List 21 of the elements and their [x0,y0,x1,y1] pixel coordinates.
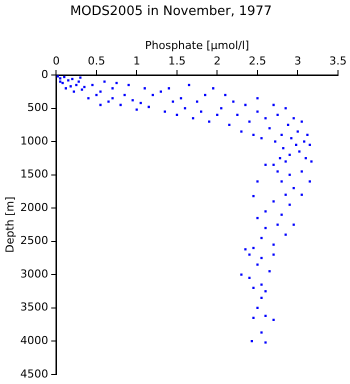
y-tick-label: 1000 [20,134,48,148]
x-tick-label: 2.5 [248,54,266,68]
y-tick-label: 3000 [20,267,48,280]
y-axis-title: Depth [m] [3,196,16,253]
y-tick-label: 2000 [20,200,48,214]
x-tick-label: 1 [133,54,140,68]
x-tick-label: 0.5 [88,54,106,68]
x-tick-label: 2 [214,54,221,68]
x-tick-label: 1.5 [168,54,186,68]
x-tick-label: 3 [294,54,302,68]
x-tick-label: 3.5 [329,54,347,68]
y-tick-label: 3500 [20,300,48,314]
y-tick-label: 0 [41,68,48,81]
y-tick-label: 500 [27,101,48,114]
y-tick-label: 2500 [20,234,48,248]
y-tick-label: 4000 [20,334,48,347]
x-axis-title: Phosphate [µmol/l] [145,39,250,52]
x-tick-label: 0 [52,54,60,68]
chart-title: MODS2005 in November, 1977 [70,4,272,20]
y-tick-label: 4500 [20,367,48,380]
y-tick-label: 1500 [20,168,48,181]
